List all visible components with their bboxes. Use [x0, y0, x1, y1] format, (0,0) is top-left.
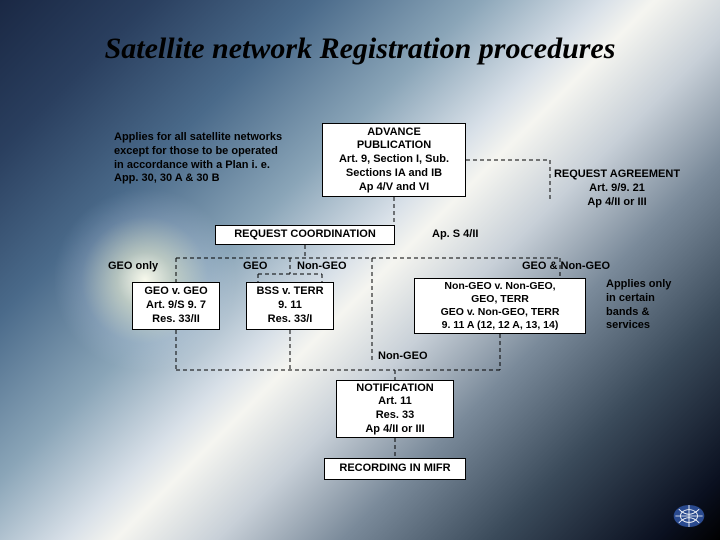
bss-terr-box: BSS v. TERR 9. 11 Res. 33/I [246, 282, 334, 330]
nongeo-bottom-label: Non-GEO [378, 350, 428, 362]
geo-label: GEO [243, 260, 267, 272]
recording-box: RECORDING IN MIFR [324, 458, 466, 480]
applies-bands-note: Applies only in certain bands & services [606, 278, 684, 333]
geo-v-geo-box: GEO v. GEO Art. 9/S 9. 7 Res. 33/II [132, 282, 220, 330]
applies-note: Applies for all satellite networks excep… [114, 131, 289, 186]
request-agreement-note: REQUEST AGREEMENT Art. 9/9. 21 Ap 4/II o… [532, 168, 702, 209]
sun-flare [55, 190, 235, 370]
request-coordination-box: REQUEST COORDINATION [215, 225, 395, 245]
geo-only-label: GEO only [108, 260, 158, 272]
aps4ii-label: Ap. S 4/II [432, 228, 478, 240]
itu-logo-icon [672, 502, 706, 530]
nongeo-top-label: Non-GEO [297, 260, 347, 272]
advance-publication-box: ADVANCE PUBLICATION Art. 9, Section I, S… [322, 123, 466, 197]
geo-and-nongeo-label: GEO & Non-GEO [522, 260, 610, 272]
notification-box: NOTIFICATION Art. 11 Res. 33 Ap 4/II or … [336, 380, 454, 438]
nongeo-list-box: Non-GEO v. Non-GEO, GEO, TERR GEO v. Non… [414, 278, 586, 334]
page-title: Satellite network Registration procedure… [0, 32, 720, 66]
